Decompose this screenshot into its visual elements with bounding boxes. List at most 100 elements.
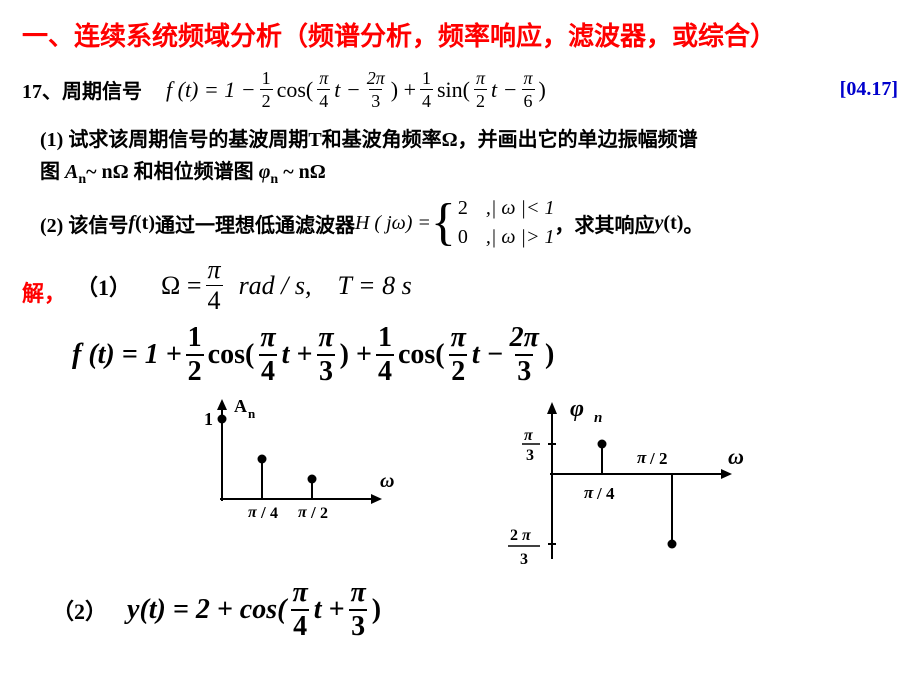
part-2-label: （2） [52,594,107,626]
t-minus: t − [334,77,360,103]
frac-b3: π 3 [316,324,335,386]
frac-b1: 1 2 [186,324,204,386]
sub-q1-pre: 图 [40,161,65,183]
svg-text:ω: ω [728,444,744,469]
svg-text:ω: ω [380,470,394,492]
section-title: 一、连续系统频域分析（频谱分析，频率响应，滤波器，或综合） [22,16,898,53]
yt-close: ) [372,594,381,626]
q2-mid: 通过一理想低通滤波器 [155,209,355,238]
frac-omega: π 4 [206,257,223,314]
svg-text:n: n [594,410,602,426]
svg-text:/: / [596,484,602,503]
ft-cos1: cos( [208,339,255,371]
svg-text:2: 2 [320,505,328,522]
ft-lhs: f (t) = 1 + [72,339,182,371]
amplitude-spectrum-chart: Anω1π/4π/2 [182,394,402,589]
ft-t1: t + [282,339,313,371]
svg-text:/: / [260,503,266,522]
frac-half: 1 2 [260,69,273,110]
svg-text:/: / [310,503,316,522]
sub-q1-mid2: ~ nΩ [278,161,326,183]
q2-ft: f [128,212,135,235]
frac-pi6: π 6 [522,69,535,110]
ft-close1: ) + [340,339,372,371]
frac-2pi3: 2π 3 [365,69,387,110]
eq-ft-rewritten: f (t) = 1 + 1 2 cos( π 4 t + π 3 ) + 1 4… [72,324,554,386]
q2-pre: (2) 该信号 [40,209,128,238]
svg-text:π: π [522,527,532,544]
svg-text:4: 4 [270,505,278,522]
part-1-label: （1） [76,270,131,302]
eq-omega: Ω = π 4 rad / s, T = 8 s [161,257,412,314]
svg-text:π: π [637,448,647,467]
frac-b5: π 2 [449,324,468,386]
sub-q1-mid1: ~ nΩ 和相位频谱图 [86,161,259,183]
answer-label: 解， [22,276,66,308]
fn-sin: sin( [437,77,470,103]
row1-val: 2 [458,197,468,220]
svg-text:3: 3 [526,447,534,464]
q2-post1: ，求其响应 [555,209,655,238]
frac-pi4: π 4 [317,69,330,110]
sub-q1-line2: 图 An~ nΩ 和相位频谱图 φn ~ nΩ [40,156,898,191]
H-lhs: H ( jω) = [355,212,431,235]
q2-post2: 。 [683,209,703,238]
svg-text:2: 2 [659,449,668,468]
ft-close2: ) [545,339,554,371]
frac-b6: 2π 3 [508,324,541,386]
svg-text:/: / [649,449,655,468]
frac-b2: π 4 [258,324,277,386]
svg-text:A: A [234,396,247,416]
svg-text:1: 1 [204,409,213,429]
sub-question-2: (2) 该信号f(t)通过一理想低通滤波器 H ( jω) = { 2 ,| ω… [22,197,898,249]
t-minus2: t − [491,77,517,103]
equation-main: f (t) = 1 − 1 2 cos( π 4 t − 2π 3 ) + 1 … [166,69,546,110]
omega-lhs: Ω = [161,271,202,301]
ft-cos2: cos( [398,339,445,371]
frac-b4: 1 4 [376,324,394,386]
svg-text:n: n [248,406,256,421]
page-content: 一、连续系统频域分析（频谱分析，频率响应，滤波器，或综合） 17、周期信号 f … [0,0,920,657]
row2-val: 0 [458,226,468,249]
svg-text:π: π [248,504,258,521]
row2-cond: ,| ω |> 1 [486,226,555,249]
svg-text:π: π [298,504,308,521]
yt-t: t + [314,594,345,626]
q2-yt2: (t) [663,212,683,235]
svg-text:3: 3 [520,551,528,568]
sub-q1-line1: (1) 试求该周期信号的基波周期T和基波角频率Ω，并画出它的单边振幅频谱 [40,124,898,156]
ft-t2: t − [472,339,504,371]
fn-cos: cos( [277,77,314,103]
row1-cond: ,| ω |< 1 [486,197,555,220]
svg-text:4: 4 [606,484,615,503]
svg-text:2: 2 [510,527,518,544]
page-reference: [04.17] [840,78,898,101]
question-number: 17、周期信号 [22,75,142,104]
sym-An: A [65,161,78,183]
phase-spectrum-chart: φnωπ/2π/4π32π3 [472,394,762,589]
eq-lhs: f (t) = 1 − [166,77,256,103]
row1: 2 ,| ω |< 1 [458,197,555,220]
T-eq: T = 8 s [338,271,412,301]
close-plus: ) + [391,77,416,103]
yt-lhs: y(t) = 2 + cos( [127,594,286,626]
q2-yt: y [655,212,664,235]
sym-phi: φ [259,161,271,183]
piecewise-rows: 2 ,| ω |< 1 0 ,| ω |> 1 [458,197,555,249]
frac-quarter: 1 4 [420,69,433,110]
q2-ft2: (t) [135,212,155,235]
piecewise-H: H ( jω) = { 2 ,| ω |< 1 0 ,| ω |> 1 [355,197,555,249]
sub-question-1: (1) 试求该周期信号的基波周期T和基波角频率Ω，并画出它的单边振幅频谱 图 A… [22,124,898,191]
brace-icon: { [431,201,456,245]
row2: 0 ,| ω |> 1 [458,226,555,249]
svg-text:π: π [584,483,594,502]
omega-unit: rad / s, [239,271,312,301]
charts-row: Anω1π/4π/2 φnωπ/2π/4π32π3 [22,394,898,589]
answer-row-2: （2） y(t) = 2 + cos( π 4 t + π 3 ) [22,579,898,641]
svg-text:φ: φ [570,396,584,422]
sub-n: n [78,172,86,187]
frac-pi2: π 2 [474,69,487,110]
svg-text:π: π [524,427,534,444]
answer-row-1: 解， （1） Ω = π 4 rad / s, T = 8 s [22,257,898,314]
close2: ) [539,77,546,103]
